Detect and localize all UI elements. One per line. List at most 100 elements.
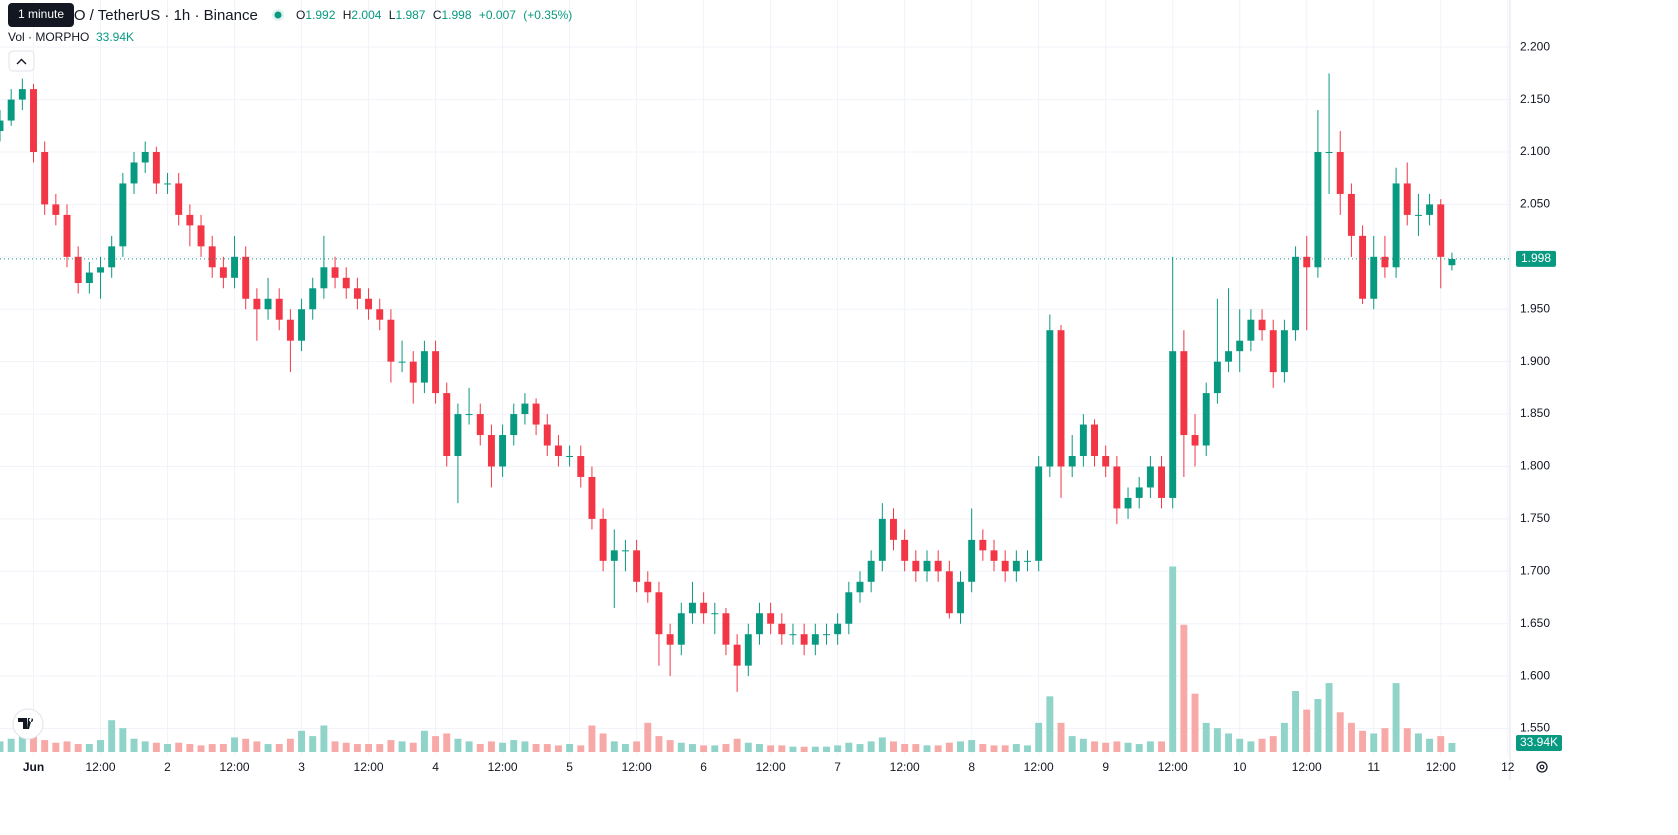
candle-body bbox=[532, 403, 540, 425]
axis: 1.550 1.600 1.650 1.700 1.750 1.800 1.850 1.900… bbox=[23, 39, 1562, 774]
candle-body bbox=[275, 298, 283, 320]
candle-body bbox=[722, 613, 730, 645]
x-tick-label: 2 bbox=[164, 760, 171, 774]
volume-bar bbox=[1124, 742, 1132, 752]
volume-bar bbox=[1079, 738, 1087, 752]
candle-body bbox=[7, 99, 15, 121]
volume-bar bbox=[130, 738, 138, 752]
volume-bar bbox=[1280, 722, 1288, 752]
volume-badge bbox=[1516, 735, 1562, 752]
y-tick-label: 1.750 bbox=[1520, 511, 1550, 525]
candle-body bbox=[398, 361, 406, 363]
volume-bar bbox=[1068, 736, 1076, 752]
volume-bar bbox=[197, 745, 205, 752]
volume-bar bbox=[800, 746, 808, 752]
candle-body bbox=[677, 613, 685, 645]
candle-body bbox=[1269, 330, 1277, 373]
volume-bar bbox=[1414, 733, 1422, 752]
candle-body bbox=[1091, 424, 1098, 456]
candle-body bbox=[800, 634, 808, 645]
volume-bar bbox=[834, 745, 842, 752]
candle-body bbox=[912, 560, 920, 572]
volume-bar bbox=[432, 736, 440, 752]
volume-bar bbox=[376, 744, 384, 752]
volume-bar bbox=[1370, 733, 1378, 752]
candle-body bbox=[577, 456, 585, 477]
volume-bar bbox=[108, 720, 116, 752]
volume-bar bbox=[1091, 741, 1098, 752]
candle-body bbox=[867, 560, 875, 582]
collapse-button[interactable] bbox=[8, 50, 35, 72]
volume-bar bbox=[387, 740, 395, 752]
volume-bar bbox=[1191, 693, 1199, 752]
candle-body bbox=[1392, 183, 1400, 268]
x-tick-label: 12:00 bbox=[1024, 760, 1054, 774]
candle-body bbox=[778, 623, 786, 635]
volume-bar bbox=[286, 738, 294, 752]
candle-body bbox=[979, 539, 987, 551]
candle-body bbox=[1225, 351, 1233, 362]
volume-bar bbox=[320, 725, 328, 752]
candle-body bbox=[41, 152, 49, 205]
candle-body bbox=[700, 602, 708, 614]
candle-body bbox=[688, 602, 696, 614]
volume-bar bbox=[521, 741, 529, 752]
candle-body bbox=[610, 550, 618, 561]
volume-bar bbox=[767, 745, 775, 752]
candle-body bbox=[0, 120, 4, 132]
volume-bar bbox=[1012, 744, 1020, 752]
volume-bar bbox=[231, 737, 239, 752]
candle-body bbox=[1035, 466, 1043, 561]
candle-body bbox=[1347, 193, 1355, 236]
candle-body bbox=[1370, 256, 1378, 299]
candle-body bbox=[1448, 258, 1456, 266]
y-tick-label: 1.650 bbox=[1520, 616, 1550, 630]
candle-body bbox=[85, 272, 93, 284]
volume-bar bbox=[756, 744, 763, 752]
volume-bar bbox=[1258, 738, 1266, 752]
volume-bar bbox=[85, 744, 93, 752]
volume-bar bbox=[331, 741, 339, 752]
y-tick-label: 1.800 bbox=[1520, 459, 1550, 473]
candle-body bbox=[387, 319, 395, 362]
volume-bar bbox=[945, 742, 953, 752]
volume-bar bbox=[979, 744, 987, 752]
volume-bar bbox=[18, 733, 26, 752]
volume-bar bbox=[968, 740, 976, 752]
c-value: 1.998 bbox=[442, 8, 472, 22]
candle-body bbox=[141, 152, 149, 163]
volume-bar bbox=[1024, 745, 1031, 752]
volume-bar bbox=[476, 744, 484, 752]
candle-body bbox=[1437, 204, 1445, 257]
volume-bar bbox=[1448, 743, 1456, 752]
candle-body bbox=[1180, 351, 1188, 436]
volume-bar bbox=[119, 728, 127, 752]
volume-bar bbox=[443, 733, 451, 752]
candle-body bbox=[1213, 361, 1221, 394]
candle-body bbox=[409, 361, 417, 383]
volume-bar bbox=[0, 741, 4, 752]
volume-bar bbox=[744, 742, 752, 752]
volume-badge-label: 33.94K bbox=[1520, 735, 1558, 749]
settings-icon[interactable] bbox=[1536, 761, 1548, 773]
candle-body bbox=[499, 435, 507, 467]
volume-bar bbox=[1146, 741, 1154, 752]
volume-bar bbox=[532, 744, 540, 752]
volume-bar bbox=[644, 722, 652, 752]
volume-bar bbox=[934, 745, 942, 752]
candle-body bbox=[487, 435, 495, 467]
volume-bar bbox=[778, 745, 786, 752]
y-tick-label: 2.150 bbox=[1520, 92, 1550, 106]
volume-bar bbox=[186, 744, 194, 752]
candle-body bbox=[655, 592, 663, 635]
candle-body bbox=[1325, 152, 1333, 153]
symbol-title: MORPHO / TetherUS · 1h · Binance bbox=[18, 7, 258, 24]
candle-body bbox=[208, 246, 216, 268]
volume-bar bbox=[74, 744, 82, 752]
volume-bar bbox=[1213, 728, 1221, 752]
candle-body bbox=[420, 351, 428, 383]
volume-bar bbox=[1269, 736, 1277, 752]
candle-body bbox=[108, 246, 116, 268]
volume-bar bbox=[1426, 738, 1434, 752]
candle-body bbox=[823, 634, 830, 636]
